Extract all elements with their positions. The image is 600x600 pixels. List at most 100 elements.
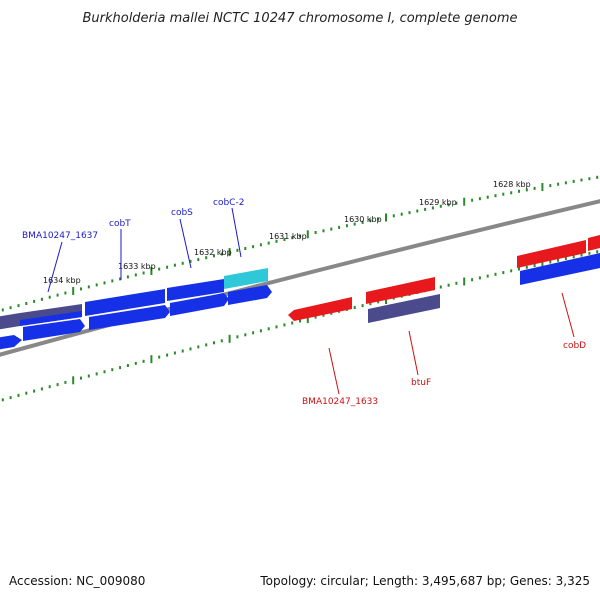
- inner-scale-minor-tick: [314, 315, 317, 319]
- outer-scale-minor-tick: [439, 204, 442, 208]
- gene-right-edge[interactable]: [588, 235, 600, 251]
- outer-scale-minor-tick: [330, 227, 333, 231]
- gene-dark-left[interactable]: [0, 313, 20, 330]
- label-cobc-2: cobC-2: [213, 198, 244, 208]
- outer-scale-major-tick: [541, 183, 544, 191]
- outer-scale-minor-tick: [283, 238, 286, 241]
- inner-scale-minor-tick: [494, 272, 497, 276]
- label-cobd: cobD: [563, 341, 586, 351]
- scale-label-1634: 1634 kbp: [43, 276, 81, 285]
- forward-strand-genes: [288, 235, 600, 323]
- outer-scale-minor-tick: [338, 225, 341, 229]
- outer-scale-minor-tick: [564, 181, 567, 185]
- inner-scale-minor-tick: [471, 278, 474, 282]
- outer-scale-minor-tick: [1, 308, 4, 312]
- outer-scale-major-tick: [385, 213, 387, 222]
- inner-scale-minor-tick: [486, 274, 489, 278]
- inner-scale-minor-tick: [588, 251, 591, 255]
- inner-scale-minor-tick: [56, 383, 59, 387]
- outer-scale-minor-tick: [259, 243, 262, 247]
- inner-scale-minor-tick: [134, 361, 137, 365]
- outer-scale-minor-tick: [119, 277, 122, 281]
- outer-scale-minor-tick: [33, 299, 36, 303]
- outer-scale-minor-tick: [9, 306, 12, 310]
- topology-text: Topology: circular; Length: 3,495,687 bp…: [260, 574, 590, 588]
- outer-scale-minor-tick: [533, 186, 536, 190]
- outer-scale-minor-tick: [291, 236, 294, 240]
- inner-scale-minor-tick: [236, 335, 239, 339]
- outer-scale-minor-tick: [80, 287, 82, 291]
- gene-bma10247-1637-blue[interactable]: [20, 311, 82, 326]
- outer-scale-minor-tick: [267, 241, 270, 245]
- outer-scale-minor-tick: [580, 178, 583, 182]
- outer-scale-minor-tick: [197, 258, 200, 262]
- outer-scale-minor-tick: [103, 281, 106, 285]
- gene-blue-row2-a[interactable]: [0, 335, 22, 350]
- map-title: Burkholderia mallei NCTC 10247 chromosom…: [82, 11, 517, 26]
- gene-cobd[interactable]: [517, 240, 586, 268]
- inner-scale-minor-tick: [189, 347, 192, 351]
- outer-scale-minor-tick: [56, 293, 59, 297]
- gene-blue-row2-c[interactable]: [89, 305, 170, 330]
- outer-scale-major-tick: [72, 287, 75, 295]
- inner-scale-minor-tick: [126, 364, 129, 367]
- inner-scale-minor-tick: [299, 319, 301, 323]
- outer-scale-minor-tick: [166, 265, 169, 269]
- outer-scale-minor-tick: [510, 191, 513, 195]
- outer-scale-minor-tick: [17, 304, 20, 308]
- inner-scale-minor-tick: [17, 393, 20, 397]
- gene-cobt[interactable]: [85, 289, 165, 316]
- gene-btuf[interactable]: [368, 294, 440, 323]
- inner-scale-minor-tick: [87, 374, 90, 378]
- label-btuf: btuF: [411, 378, 431, 388]
- outer-scale-minor-tick: [158, 267, 161, 271]
- inner-scale-minor-tick: [533, 264, 536, 267]
- outer-scale: [1, 175, 599, 312]
- scale-label-1631: 1631 kbp: [269, 232, 307, 241]
- outer-scale-minor-tick: [87, 285, 90, 289]
- scale-label-1629: 1629 kbp: [419, 198, 457, 207]
- gene-blue-row2-e[interactable]: [228, 285, 272, 305]
- inner-scale-minor-tick: [103, 370, 106, 374]
- inner-scale-minor-tick: [518, 267, 520, 271]
- inner-scale-major-tick: [385, 296, 387, 304]
- gene-blue-row2-b[interactable]: [23, 319, 85, 341]
- leader-cobc-2: [231, 207, 242, 258]
- gene-bma10247-1633[interactable]: [288, 297, 352, 321]
- inner-scale-minor-tick: [213, 341, 215, 345]
- inner-scale-minor-tick: [572, 255, 575, 259]
- outer-scale-minor-tick: [236, 248, 239, 252]
- gene-cobd-blue[interactable]: [520, 253, 600, 285]
- accession-text: Accession: NC_009080: [9, 574, 146, 588]
- label-bma10247-1633: BMA10247_1633: [302, 397, 378, 407]
- outer-scale-minor-tick: [525, 188, 528, 192]
- inner-scale-minor-tick: [275, 325, 278, 329]
- inner-scale-minor-tick: [377, 300, 380, 304]
- outer-scale-minor-tick: [299, 234, 301, 238]
- inner-scale-minor-tick: [95, 372, 98, 376]
- gene-blue-row2-d[interactable]: [170, 293, 229, 316]
- outer-scale-minor-tick: [424, 207, 427, 211]
- gene-cobc-2[interactable]: [224, 268, 268, 289]
- inner-scale-minor-tick: [267, 327, 270, 331]
- outer-scale-minor-tick: [549, 184, 552, 188]
- inner-scale-minor-tick: [557, 258, 560, 262]
- scale-label-1630: 1630 kbp: [344, 215, 382, 224]
- inner-scale-minor-tick: [25, 391, 28, 395]
- inner-scale-minor-tick: [439, 285, 442, 289]
- inner-scale-minor-tick: [220, 339, 223, 343]
- gene-cobs[interactable]: [167, 279, 224, 301]
- inner-scale-minor-tick: [564, 257, 567, 260]
- inner-scale-major-tick: [150, 355, 153, 364]
- outer-scale-minor-tick: [134, 273, 137, 277]
- outer-scale-major-tick: [306, 230, 309, 239]
- scale-label-1628: 1628 kbp: [493, 180, 531, 189]
- gene-btuf-red[interactable]: [366, 277, 435, 304]
- outer-scale-minor-tick: [572, 179, 575, 183]
- inner-scale-minor-tick: [173, 351, 176, 355]
- outer-scale-minor-tick: [377, 217, 380, 221]
- inner-scale-minor-tick: [119, 366, 122, 370]
- inner-scale-minor-tick: [64, 380, 67, 384]
- outer-scale-minor-tick: [471, 198, 474, 202]
